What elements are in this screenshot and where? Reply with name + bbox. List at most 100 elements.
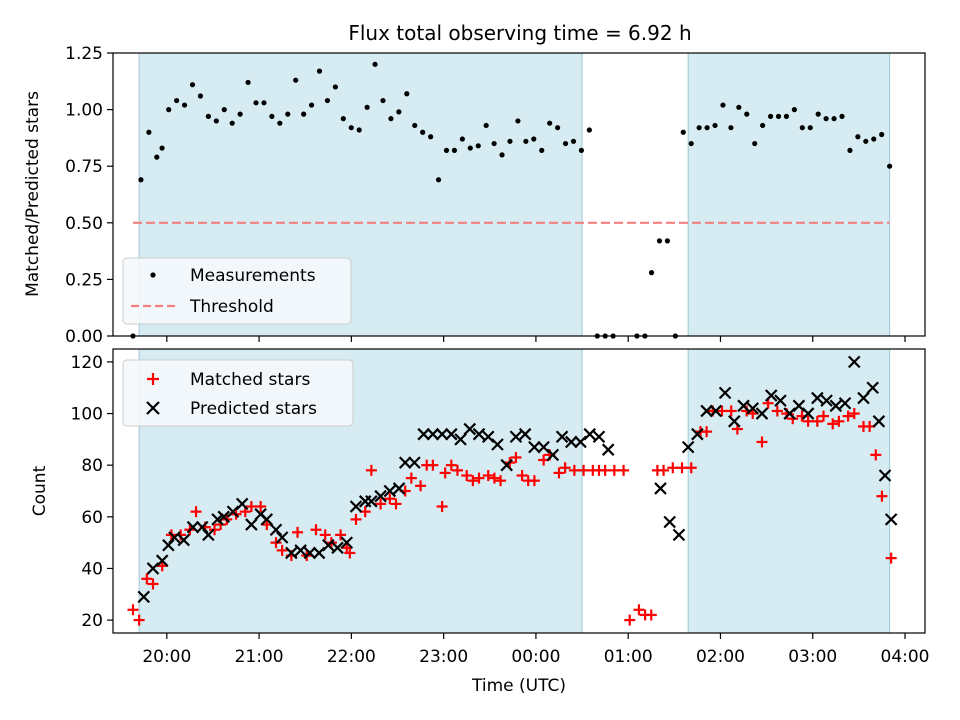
matched-stars-point <box>608 464 620 476</box>
matched-stars-point <box>495 475 507 487</box>
measurement-point <box>744 111 750 117</box>
matched-stars-point <box>716 405 728 417</box>
predicted-stars-point <box>737 399 750 413</box>
predicted-stars-point <box>275 531 289 544</box>
matched-stars-point <box>209 524 220 536</box>
bottom-plot-frame <box>112 348 926 634</box>
predicted-stars-point <box>349 500 363 513</box>
matched-stars-point <box>451 464 463 476</box>
measurement-point <box>570 138 577 144</box>
measurement-point <box>807 125 813 131</box>
matched-stars-point <box>375 498 387 510</box>
matched-stars-point <box>255 500 267 512</box>
matched-stars-point <box>685 462 697 474</box>
legend-matched-label: Matched stars <box>190 370 310 390</box>
matched-stars-point <box>344 547 356 559</box>
predicted-stars-point <box>764 389 778 402</box>
measurement-point <box>855 134 861 140</box>
measurement-point <box>146 129 152 135</box>
matched-stars-point <box>473 472 485 484</box>
predicted-stars-point <box>857 391 870 405</box>
predicted-stars-point <box>322 538 335 552</box>
bottom-y-tick-label: 40 <box>81 559 103 579</box>
predicted-stars-series <box>137 355 898 604</box>
predicted-stars-point <box>755 407 769 420</box>
measurement-point <box>372 61 378 67</box>
matched-stars-point <box>436 500 448 512</box>
matched-stars-point <box>876 490 888 502</box>
measurement-point <box>736 104 742 110</box>
measurement-point <box>451 147 458 153</box>
matched-stars-point <box>559 462 571 474</box>
x-axis-label: Time (UTC) <box>471 676 566 696</box>
top-legend: Measurements Threshold <box>122 257 352 325</box>
measurement-point <box>515 118 521 124</box>
matched-stars-point <box>127 604 139 616</box>
measurement-point <box>221 107 227 113</box>
x-tick-label: 04:00 <box>881 647 930 667</box>
measurement-point <box>166 107 172 113</box>
matched-stars-point <box>756 436 768 448</box>
predicted-stars-point <box>528 440 541 454</box>
matched-stars-point <box>270 537 282 549</box>
measurement-point <box>412 122 418 129</box>
predicted-stars-point <box>177 533 191 547</box>
predicted-stars-point <box>878 469 892 482</box>
predicted-stars-point <box>245 518 258 531</box>
measurement-point <box>159 145 165 151</box>
predicted-stars-point <box>491 438 504 451</box>
measurement-point <box>696 125 702 131</box>
measurements-series <box>130 61 893 339</box>
predicted-stars-point <box>565 435 578 449</box>
matched-stars-point <box>482 470 494 482</box>
matched-stars-point <box>578 464 590 476</box>
measurement-point <box>428 134 434 140</box>
matched-stars-point <box>811 415 823 427</box>
matched-stars-point <box>701 426 713 438</box>
predicted-stars-point <box>681 440 695 454</box>
predicted-stars-point <box>202 528 215 542</box>
predicted-stars-point <box>235 497 249 511</box>
predicted-stars-point <box>162 538 175 552</box>
measurement-point <box>752 140 758 147</box>
matched-stars-point <box>827 418 839 430</box>
predicted-stars-point <box>392 482 406 495</box>
matched-stars-point <box>276 544 288 556</box>
predicted-stars-point <box>866 381 879 395</box>
top-y-tick-label: 0.50 <box>65 214 103 234</box>
predicted-stars-point <box>691 427 704 441</box>
top-y-tick-label: 1.00 <box>65 101 103 121</box>
measurement-point <box>396 109 402 115</box>
measurement-point <box>174 97 180 104</box>
measurement-point <box>189 82 196 88</box>
matched-stars-point <box>461 470 473 482</box>
measurement-point <box>435 177 442 183</box>
measurement-point <box>712 122 718 129</box>
predicted-stars-point <box>672 528 686 542</box>
measurement-point <box>760 122 766 129</box>
matched-stars-point <box>350 513 362 525</box>
predicted-stars-point <box>709 404 723 418</box>
predicted-stars-point <box>426 427 440 441</box>
predicted-stars-point <box>168 531 181 544</box>
measurement-point <box>555 125 561 131</box>
predicted-stars-point <box>260 513 274 526</box>
measurement-point <box>879 131 885 138</box>
measurement-point <box>181 102 188 108</box>
matched-stars-point <box>427 459 439 471</box>
matched-stars-point <box>599 464 611 476</box>
bottom-y-tick-label: 100 <box>71 405 103 425</box>
shaded-interval-2 <box>687 348 891 634</box>
measurement-point <box>664 238 670 244</box>
matched-stars-point <box>885 552 897 564</box>
predicted-stars-point <box>801 407 815 420</box>
matched-stars-point <box>467 475 479 487</box>
measurement-point <box>539 147 545 153</box>
measurement-point <box>269 113 275 119</box>
predicted-stars-point <box>884 513 898 526</box>
predicted-stars-point <box>838 396 852 410</box>
matched-stars-point <box>667 462 679 474</box>
matched-stars-point <box>833 415 845 427</box>
matched-stars-point <box>618 464 630 476</box>
